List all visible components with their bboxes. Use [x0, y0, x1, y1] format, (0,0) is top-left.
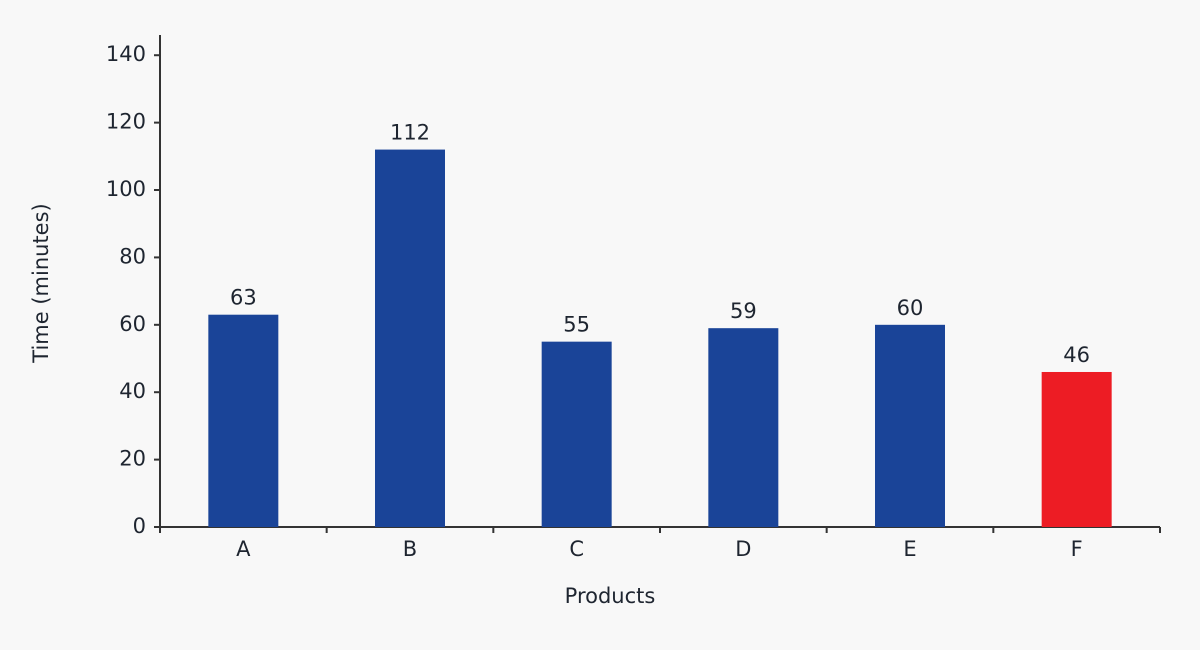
data-label: 63 [230, 286, 257, 310]
bar [708, 328, 779, 527]
x-tick-label: B [403, 537, 417, 561]
y-axis-title: Time (minutes) [29, 203, 53, 363]
x-tick-label: C [569, 537, 584, 561]
x-tick-label: D [735, 537, 751, 561]
bar [375, 149, 445, 527]
data-label: 55 [563, 313, 590, 337]
bar [1041, 371, 1112, 527]
x-tick-label: F [1071, 537, 1083, 561]
y-tick-label: 80 [119, 244, 146, 268]
y-tick-label: 60 [119, 312, 146, 336]
x-axis-title: Products [565, 584, 656, 608]
y-tick-label: 20 [119, 447, 146, 471]
data-label: 46 [1063, 343, 1090, 367]
y-tick-label: 120 [106, 110, 146, 134]
y-tick-label: 40 [119, 379, 146, 403]
x-tick-label: A [236, 537, 251, 561]
data-label: 60 [897, 296, 924, 320]
bar [208, 314, 279, 527]
x-tick-label: E [903, 537, 916, 561]
y-tick-label: 100 [106, 177, 146, 201]
data-label: 112 [390, 121, 430, 145]
bar [541, 341, 612, 527]
data-label: 59 [730, 299, 757, 323]
y-tick-label: 140 [106, 42, 146, 66]
bar [875, 324, 945, 527]
y-tick-label: 0 [133, 514, 146, 538]
